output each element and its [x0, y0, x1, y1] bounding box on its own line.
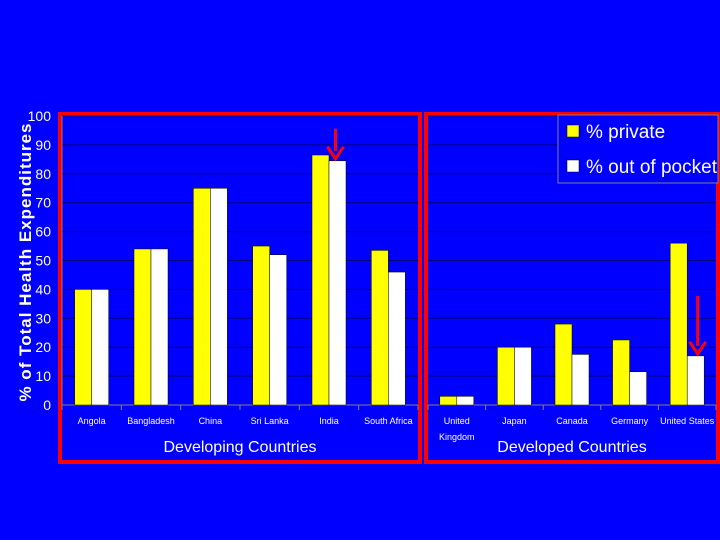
bar-private	[612, 339, 630, 406]
y-tick-label: 20	[35, 339, 51, 355]
legend-label-private: % private	[586, 122, 665, 143]
bar-private	[133, 248, 152, 406]
bar-private	[669, 242, 688, 406]
x-category-label: India	[319, 416, 339, 426]
bar-private	[193, 188, 211, 406]
legend-swatch-out-of-pocket	[566, 159, 580, 173]
legend: % private % out of pocket	[557, 114, 719, 184]
bar-out-of-pocket	[150, 248, 169, 406]
y-tick-label: 100	[28, 108, 52, 124]
group-label: Developed Countries	[497, 439, 646, 456]
y-tick-label: 50	[35, 253, 51, 269]
legend-label-out-of-pocket: % out of pocket	[586, 157, 718, 178]
bar-out-of-pocket	[91, 289, 109, 406]
bar-out-of-pocket	[210, 188, 228, 406]
x-category-label: Japan	[502, 416, 527, 426]
bar-out-of-pocket	[686, 355, 705, 406]
legend-swatch-private	[566, 124, 580, 138]
arrow-head	[688, 341, 707, 357]
category-labels: Angola Bangladesh China Sri Lanka India South…	[78, 416, 715, 442]
bars	[74, 154, 705, 406]
bar-private	[74, 289, 92, 406]
x-category-label: United Kingdom	[439, 416, 475, 442]
bar-private	[371, 250, 389, 406]
y-tick-label: 60	[35, 224, 51, 240]
x-category-label: South Africa	[364, 416, 413, 426]
bar-private	[554, 323, 573, 406]
bar-out-of-pocket	[328, 160, 347, 406]
bar-out-of-pocket	[269, 254, 287, 406]
x-category-label: Angola	[78, 416, 106, 426]
bar-out-of-pocket	[456, 396, 475, 406]
x-category-label: Bangladesh	[127, 416, 175, 426]
y-tick-label: 90	[35, 137, 51, 153]
group-label: Developing Countries	[164, 439, 317, 456]
bar-private	[439, 396, 458, 406]
bar-private	[497, 346, 515, 406]
y-tick-labels: 0 10 20 30 40 50 60 70 80 90 100	[28, 108, 52, 413]
y-tick-label: 30	[35, 310, 51, 326]
x-category-label: Canada	[556, 416, 588, 426]
developing-panel-frame	[58, 112, 422, 464]
x-category-label: United States	[660, 416, 715, 426]
y-tick-label: 40	[35, 281, 51, 297]
legend-box	[557, 114, 719, 184]
y-tick-label: 0	[43, 397, 51, 413]
bar-private	[252, 245, 270, 406]
bar-private	[311, 154, 330, 406]
x-category-label: Germany	[611, 416, 649, 426]
arrow-head	[326, 145, 345, 162]
highlight-arrows	[326, 128, 707, 357]
x-category-label: Sri Lanka	[251, 416, 289, 426]
x-category-label: China	[199, 416, 223, 426]
y-tick-label: 70	[35, 195, 51, 211]
gridlines	[62, 115, 716, 377]
bar-out-of-pocket	[388, 271, 406, 406]
bar-out-of-pocket	[514, 346, 532, 406]
y-tick-label: 80	[35, 166, 51, 182]
bar-out-of-pocket	[571, 354, 590, 406]
y-axis-label: % of Total Health Expenditures	[16, 122, 35, 401]
group-labels: Developing Countries Developed Countries	[164, 439, 647, 456]
bar-out-of-pocket	[629, 371, 647, 406]
developed-panel-frame	[424, 112, 720, 464]
y-tick-label: 10	[35, 368, 51, 384]
